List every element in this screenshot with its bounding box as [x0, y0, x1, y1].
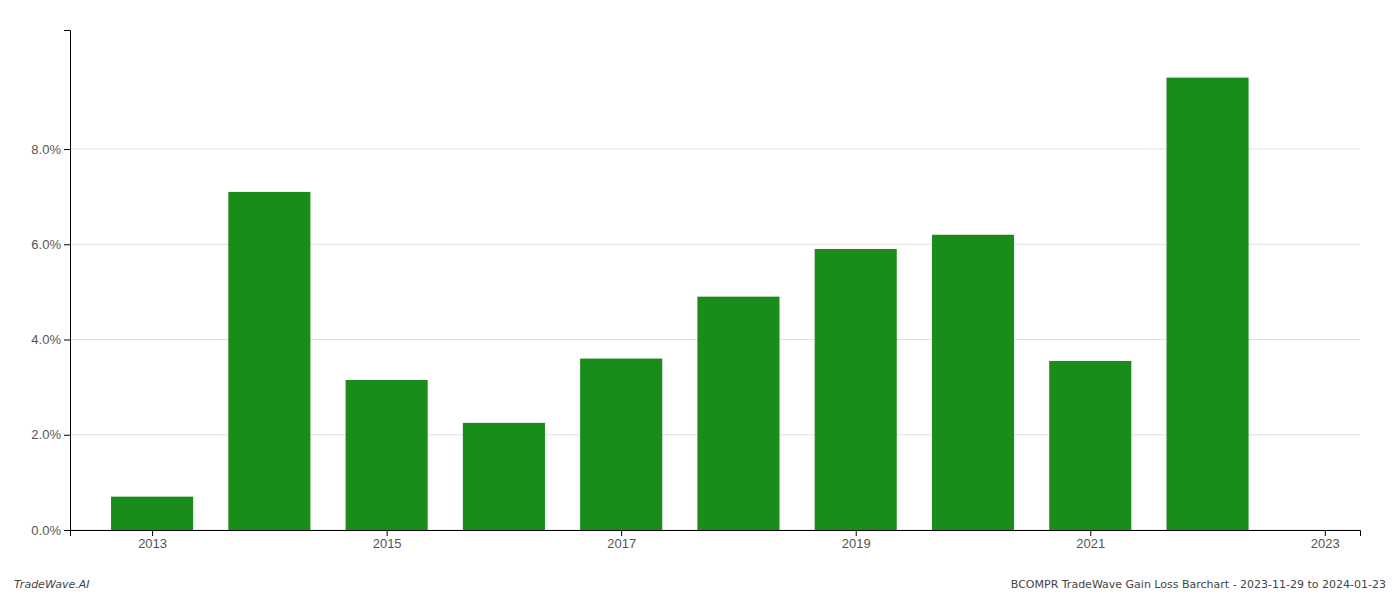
x-tick-label: 2019 — [842, 536, 871, 551]
x-tick-label: 2023 — [1311, 536, 1340, 551]
x-tick-mark — [387, 530, 388, 536]
x-tick: 2021 — [1076, 530, 1105, 551]
y-tick: 6.0% — [31, 237, 70, 252]
x-tick-label: 2015 — [373, 536, 402, 551]
bar — [932, 235, 1014, 530]
y-axis: 0.0% 2.0% 4.0% 6.0% 8.0% — [31, 31, 70, 538]
x-tick-mark — [1090, 530, 1091, 536]
bar — [111, 497, 193, 530]
y-tick-label: 2.0% — [31, 427, 61, 442]
bar — [580, 359, 662, 530]
y-tick-mark — [64, 435, 70, 436]
y-tick-label: 8.0% — [31, 142, 61, 157]
y-tick-label: 0.0% — [31, 523, 61, 538]
x-tick-label: 2021 — [1076, 536, 1105, 551]
y-tick: 8.0% — [31, 142, 70, 157]
x-tick: 2013 — [138, 530, 167, 551]
bar — [697, 297, 779, 530]
x-tick-mark — [621, 530, 622, 536]
x-tick-label: 2017 — [607, 536, 636, 551]
y-tick: 0.0% — [31, 523, 70, 538]
x-tick-mark — [1325, 530, 1326, 536]
x-tick-mark — [152, 530, 153, 536]
bar — [1049, 361, 1131, 530]
bars — [111, 78, 1249, 530]
footer-left: TradeWave.AI — [14, 578, 89, 591]
x-axis-line — [71, 531, 1361, 537]
bar — [815, 249, 897, 530]
x-axis: 2013 2015 2017 2019 2021 2023 — [71, 530, 1361, 551]
x-tick: 2019 — [842, 530, 871, 551]
x-tick: 2023 — [1311, 530, 1340, 551]
y-tick-mark — [64, 244, 70, 245]
bar — [346, 380, 428, 530]
y-tick: 2.0% — [31, 427, 70, 442]
y-axis-line — [64, 31, 71, 531]
chart: 2013 2015 2017 2019 2021 2023 0.0% 2.0% 4.0% 6.0%… — [0, 0, 1400, 600]
bar — [228, 192, 310, 530]
y-tick-mark — [64, 340, 70, 341]
bar — [463, 423, 545, 530]
y-tick-mark — [64, 149, 70, 150]
y-tick: 4.0% — [31, 332, 70, 347]
y-tick-label: 4.0% — [31, 332, 61, 347]
x-tick: 2017 — [607, 530, 636, 551]
x-tick-label: 2013 — [138, 536, 167, 551]
footer-right: BCOMPR TradeWave Gain Loss Barchart - 20… — [1011, 578, 1386, 591]
plot: 2013 2015 2017 2019 2021 2023 0.0% 2.0% 4.0% 6.0%… — [31, 31, 1360, 552]
x-tick: 2015 — [373, 530, 402, 551]
x-tick-mark — [856, 530, 857, 536]
bar — [1167, 78, 1249, 530]
y-tick-mark — [64, 530, 70, 531]
y-tick-label: 6.0% — [31, 237, 61, 252]
